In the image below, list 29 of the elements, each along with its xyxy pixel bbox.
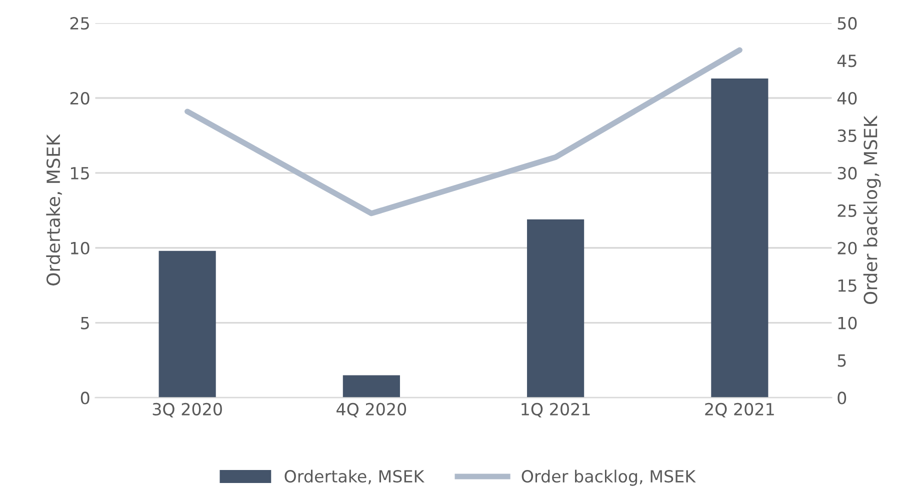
y-tick-label: 10: [71, 242, 90, 254]
y-tick-label: 5: [81, 316, 89, 330]
y-tick-label: 20: [70, 92, 90, 105]
y2-tick-label: 30: [838, 166, 857, 180]
x-tick-label: 2Q 2021: [705, 402, 774, 418]
legend-label: Order backlog, MSEK: [522, 470, 696, 486]
y-axis-title: Ordertake, MSEK: [46, 134, 62, 286]
y2-tick-label: 5: [838, 354, 846, 367]
bar: [711, 78, 768, 398]
y2-tick-label: 35: [838, 129, 856, 142]
legend-label: Ordertake, MSEK: [284, 470, 425, 484]
y2-tick-label: 0: [838, 392, 846, 404]
bar: [527, 219, 584, 398]
y2-tick-label: 40: [837, 92, 857, 105]
y2-tick-label: 10: [838, 316, 857, 330]
x-tick-label: 1Q 2021: [522, 402, 590, 418]
y2-tick-label: 50: [838, 17, 857, 30]
y2-tick-label: 45: [837, 54, 856, 68]
x-tick-label: 3Q 2020: [152, 402, 222, 418]
y2-tick-label: 20: [838, 242, 857, 254]
y-tick-label: 0: [80, 392, 90, 404]
bar: [158, 250, 216, 398]
y2-axis-title: Order backlog, MSEK: [863, 115, 881, 304]
bar: [342, 375, 400, 398]
y-tick-label: 25: [70, 17, 89, 30]
y2-tick-label: 25: [838, 204, 856, 217]
x-tick-label: 4Q 2020: [336, 402, 406, 418]
y2-tick-label: 15: [838, 280, 856, 292]
y-tick-label: 15: [71, 167, 89, 180]
